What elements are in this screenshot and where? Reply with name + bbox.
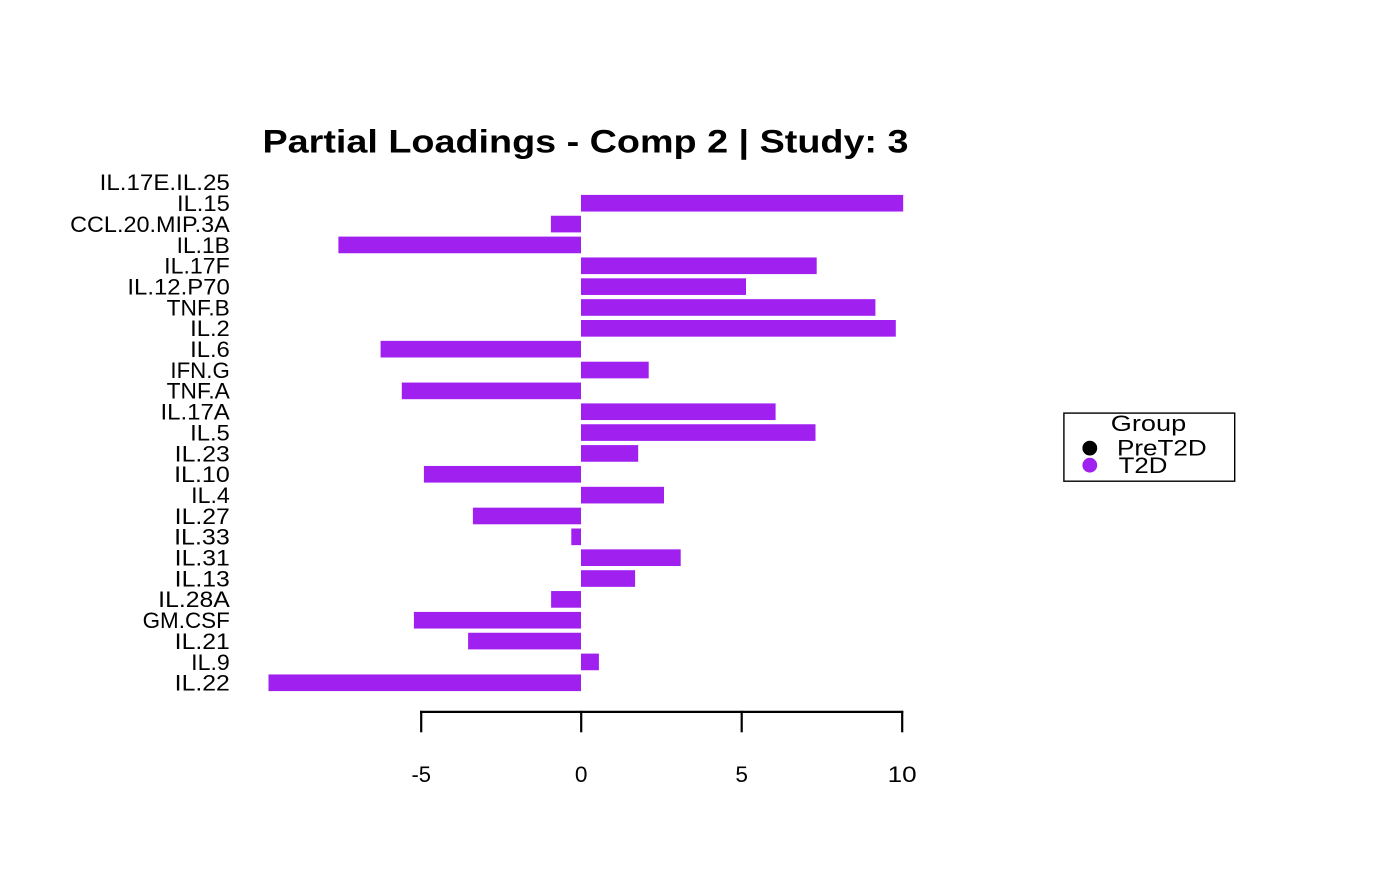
svg-text:IL.28A: IL.28A xyxy=(158,587,231,612)
svg-text:IL.4: IL.4 xyxy=(191,483,230,508)
svg-text:CCL.20.MIP.3A: CCL.20.MIP.3A xyxy=(70,212,231,237)
svg-text:IFN.G: IFN.G xyxy=(170,358,229,383)
svg-text:-5: -5 xyxy=(411,762,431,787)
svg-text:IL.9: IL.9 xyxy=(191,650,230,675)
svg-text:TNF.A: TNF.A xyxy=(167,379,231,404)
svg-text:IL.17F: IL.17F xyxy=(164,254,230,279)
svg-text:IL.12.P70: IL.12.P70 xyxy=(127,274,229,299)
svg-text:IL.5: IL.5 xyxy=(190,420,230,445)
svg-text:IL.33: IL.33 xyxy=(174,525,230,550)
svg-text:10: 10 xyxy=(888,762,917,787)
svg-text:IL.31: IL.31 xyxy=(175,546,230,571)
svg-text:IL.1B: IL.1B xyxy=(177,233,230,258)
svg-text:IL.6: IL.6 xyxy=(190,337,230,362)
svg-text:IL.22: IL.22 xyxy=(175,671,230,696)
svg-text:IL.23: IL.23 xyxy=(175,441,230,466)
svg-text:0: 0 xyxy=(575,762,588,787)
svg-text:T2D: T2D xyxy=(1119,453,1168,478)
svg-text:Partial Loadings - Comp 2 | St: Partial Loadings - Comp 2 | Study: 3 xyxy=(263,123,909,160)
svg-text:IL.10: IL.10 xyxy=(174,462,230,487)
svg-text:IL.15: IL.15 xyxy=(177,191,230,216)
svg-text:TNF.B: TNF.B xyxy=(167,295,230,320)
svg-text:5: 5 xyxy=(735,762,748,787)
svg-text:IL.2: IL.2 xyxy=(190,316,230,341)
svg-text:GM.CSF: GM.CSF xyxy=(143,608,230,633)
svg-text:Group: Group xyxy=(1111,411,1186,436)
svg-text:IL.17A: IL.17A xyxy=(161,400,231,425)
svg-text:IL.21: IL.21 xyxy=(175,629,230,654)
svg-text:PreT2D: PreT2D xyxy=(1117,436,1207,461)
svg-text:IL.27: IL.27 xyxy=(175,504,230,529)
svg-text:IL.17E.IL.25: IL.17E.IL.25 xyxy=(100,170,230,195)
svg-text:IL.13: IL.13 xyxy=(175,566,230,591)
